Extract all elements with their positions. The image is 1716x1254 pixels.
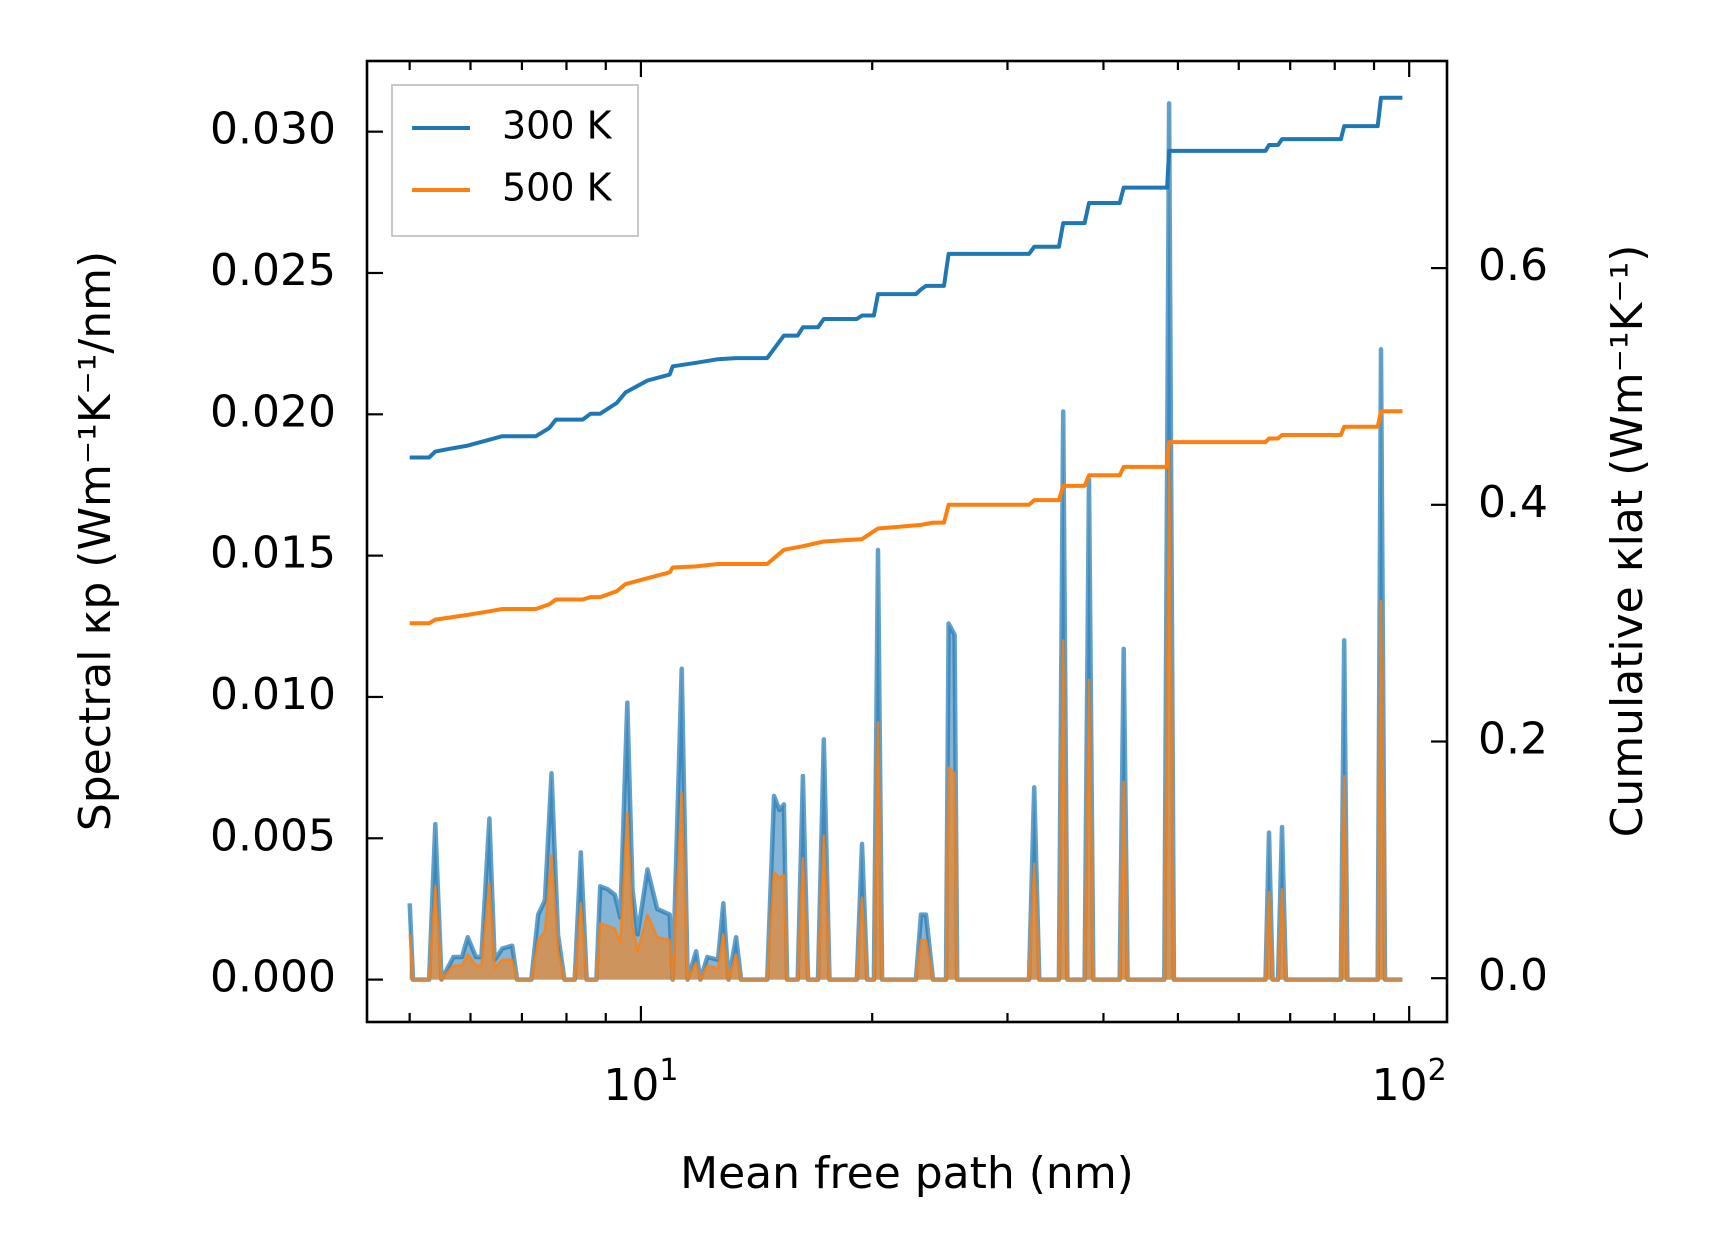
y-left-tick-label: 0.010 <box>210 669 336 720</box>
y-right-tick-label: 0.2 <box>1478 714 1548 765</box>
y-left-tick-label: 0.005 <box>210 810 336 861</box>
y-left-tick-label: 0.025 <box>210 245 336 296</box>
x-tick-label-10-base: 10 <box>603 1060 659 1111</box>
plot-area <box>407 95 1403 982</box>
spectral-300k-line <box>407 101 1403 982</box>
y-left-axis-title: Spectral κp (Wm⁻¹K⁻¹/nm) <box>70 251 121 831</box>
x-tick-label-100-exp: 2 <box>1428 1053 1447 1088</box>
cumulative-300k-line <box>409 95 1403 460</box>
x-axis-title: Mean free path (nm) <box>680 1148 1134 1199</box>
y-left-tick-label: 0.000 <box>210 952 336 1003</box>
axis-ticks <box>367 61 1447 1022</box>
legend-label-300k: 300 K <box>502 104 613 148</box>
legend-label-500k: 500 K <box>502 166 613 210</box>
y-left-tick-label: 0.020 <box>210 386 336 437</box>
y-right-tick-label: 0.0 <box>1478 950 1548 1001</box>
y-right-tick-label: 0.6 <box>1478 240 1548 291</box>
y-right-tick-label: 0.4 <box>1478 477 1548 528</box>
spectral-500k-line <box>408 452 1403 981</box>
legend-box <box>391 84 639 237</box>
x-tick-label-10: 101 <box>603 1053 678 1111</box>
x-tick-label-100-base: 10 <box>1372 1060 1428 1111</box>
x-tick-label-100: 102 <box>1372 1053 1447 1111</box>
legend: 300 K 500 K <box>391 84 639 237</box>
y-left-tick-label: 0.030 <box>210 104 336 155</box>
plot-frame <box>365 59 1449 1024</box>
y-right-axis-title: Cumulative κlat (Wm⁻¹K⁻¹) <box>1602 245 1653 838</box>
y-left-tick-label: 0.015 <box>210 528 336 579</box>
x-tick-label-10-exp: 1 <box>659 1053 678 1088</box>
cumulative-500k-line <box>409 409 1403 626</box>
